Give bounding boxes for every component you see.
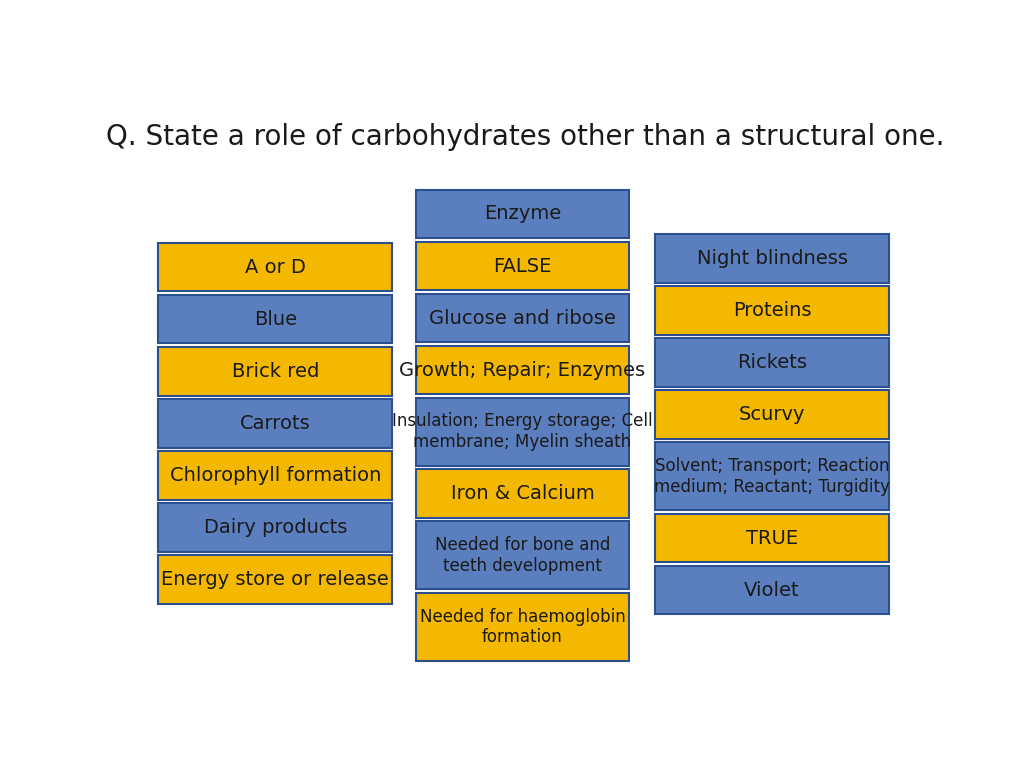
FancyBboxPatch shape (158, 295, 392, 343)
FancyBboxPatch shape (416, 521, 629, 590)
Text: Dairy products: Dairy products (204, 518, 347, 537)
Text: Chlorophyll formation: Chlorophyll formation (170, 466, 381, 485)
Text: Insulation; Energy storage; Cell
membrane; Myelin sheath: Insulation; Energy storage; Cell membran… (392, 412, 652, 452)
FancyBboxPatch shape (416, 294, 629, 343)
FancyBboxPatch shape (158, 347, 392, 396)
FancyBboxPatch shape (158, 451, 392, 500)
Text: Night blindness: Night blindness (696, 249, 848, 268)
FancyBboxPatch shape (158, 399, 392, 448)
Text: Growth; Repair; Enzymes: Growth; Repair; Enzymes (399, 361, 645, 379)
Text: Violet: Violet (744, 581, 800, 600)
FancyBboxPatch shape (416, 242, 629, 290)
Text: Carrots: Carrots (240, 414, 310, 433)
FancyBboxPatch shape (655, 390, 889, 439)
FancyBboxPatch shape (158, 503, 392, 551)
Text: Needed for bone and
teeth development: Needed for bone and teeth development (435, 536, 610, 575)
FancyBboxPatch shape (655, 566, 889, 614)
Text: Iron & Calcium: Iron & Calcium (451, 484, 594, 503)
Text: Enzyme: Enzyme (483, 204, 561, 223)
FancyBboxPatch shape (655, 514, 889, 562)
Text: Glucose and ribose: Glucose and ribose (429, 309, 615, 328)
FancyBboxPatch shape (655, 338, 889, 386)
Text: Solvent; Transport; Reaction
medium; Reactant; Turgidity: Solvent; Transport; Reaction medium; Rea… (654, 457, 890, 495)
Text: Rickets: Rickets (737, 353, 807, 372)
FancyBboxPatch shape (416, 469, 629, 518)
FancyBboxPatch shape (655, 286, 889, 335)
Text: Energy store or release: Energy store or release (162, 570, 389, 589)
Text: FALSE: FALSE (494, 257, 552, 276)
FancyBboxPatch shape (416, 346, 629, 394)
FancyBboxPatch shape (416, 190, 629, 238)
Text: Blue: Blue (254, 310, 297, 329)
Text: Proteins: Proteins (733, 301, 811, 319)
Text: TRUE: TRUE (745, 528, 798, 548)
Text: Q. State a role of carbohydrates other than a structural one.: Q. State a role of carbohydrates other t… (105, 123, 944, 151)
FancyBboxPatch shape (416, 593, 629, 661)
FancyBboxPatch shape (158, 243, 392, 291)
FancyBboxPatch shape (158, 555, 392, 604)
Text: Needed for haemoglobin
formation: Needed for haemoglobin formation (420, 607, 626, 647)
FancyBboxPatch shape (655, 234, 889, 283)
FancyBboxPatch shape (655, 442, 889, 510)
Text: Scurvy: Scurvy (738, 405, 805, 424)
FancyBboxPatch shape (416, 398, 629, 466)
Text: A or D: A or D (245, 258, 305, 276)
Text: Brick red: Brick red (231, 362, 318, 381)
